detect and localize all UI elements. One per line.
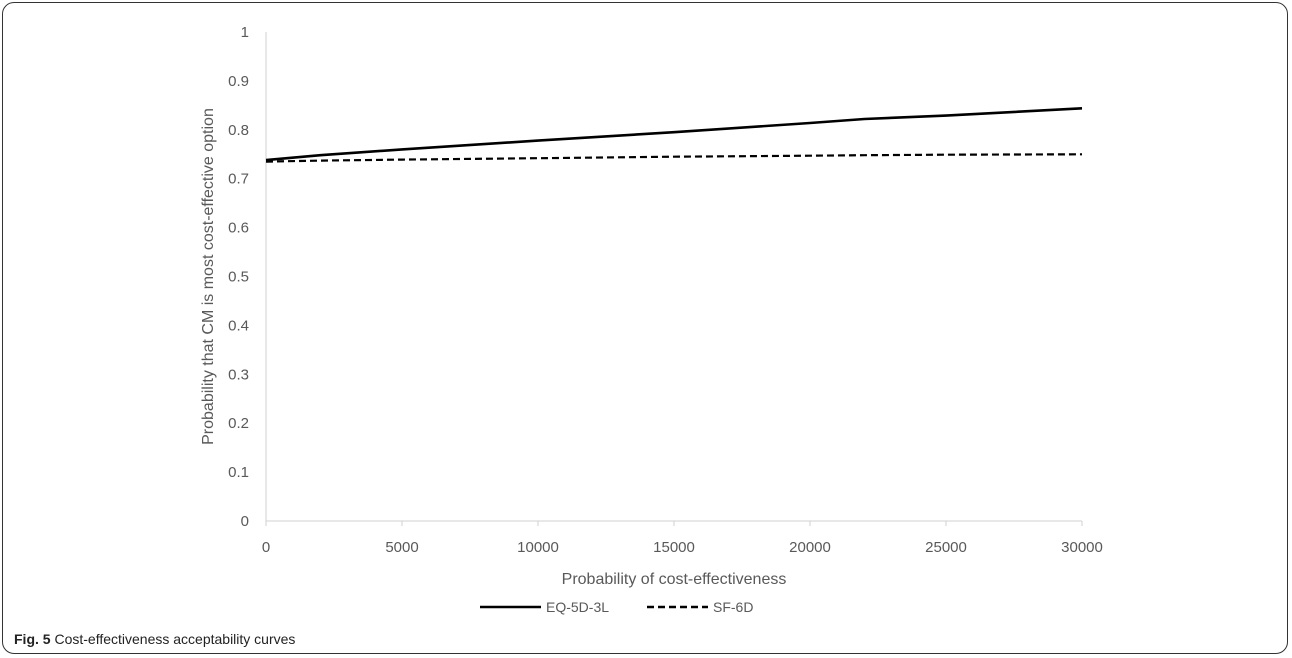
y-axis-label: Probability that CM is most cost-effecti… [200,108,217,445]
x-tick-label: 30000 [1061,539,1103,556]
series-line-sf-6d [265,153,1083,163]
x-tick-label: 0 [262,539,270,556]
x-tick-label: 5000 [385,539,418,556]
y-tick-label: 0.6 [228,220,249,237]
y-tick-label: 0 [241,513,249,530]
caption-text: Cost-effectiveness acceptability curves [54,631,296,647]
x-axis: 0 5000 10000 15000 20000 25000 30000 [262,520,1103,556]
legend-label: SF-6D [713,599,753,615]
y-tick-label: 0.5 [228,269,249,286]
y-axis: 0 0.1 0.2 0.3 0.4 0.5 0.6 0.7 0.8 0.9 1 [228,24,267,530]
legend: EQ-5D-3L SF-6D [480,599,753,615]
y-tick-label: 1 [241,24,249,41]
y-tick-label: 0.7 [228,171,249,188]
y-tick-label: 0.1 [228,464,249,481]
x-axis-label: Probability of cost-effectiveness [562,571,787,588]
x-tick-label: 10000 [517,539,559,556]
y-tick-label: 0.4 [228,317,249,334]
caption-label: Fig. 5 [14,631,51,647]
y-tick-label: 0.9 [228,73,249,90]
series-lines [265,107,1083,163]
legend-label: EQ-5D-3L [546,599,609,615]
y-tick-label: 0.3 [228,366,249,383]
series-line-eq-5d-3l [265,107,1083,162]
y-tick-label: 0.8 [228,122,249,139]
x-tick-label: 15000 [653,539,695,556]
figure-caption: Fig. 5 Cost-effectiveness acceptability … [14,631,295,647]
x-tick-label: 20000 [789,539,831,556]
x-tick-label: 25000 [925,539,967,556]
y-tick-label: 0.2 [228,415,249,432]
